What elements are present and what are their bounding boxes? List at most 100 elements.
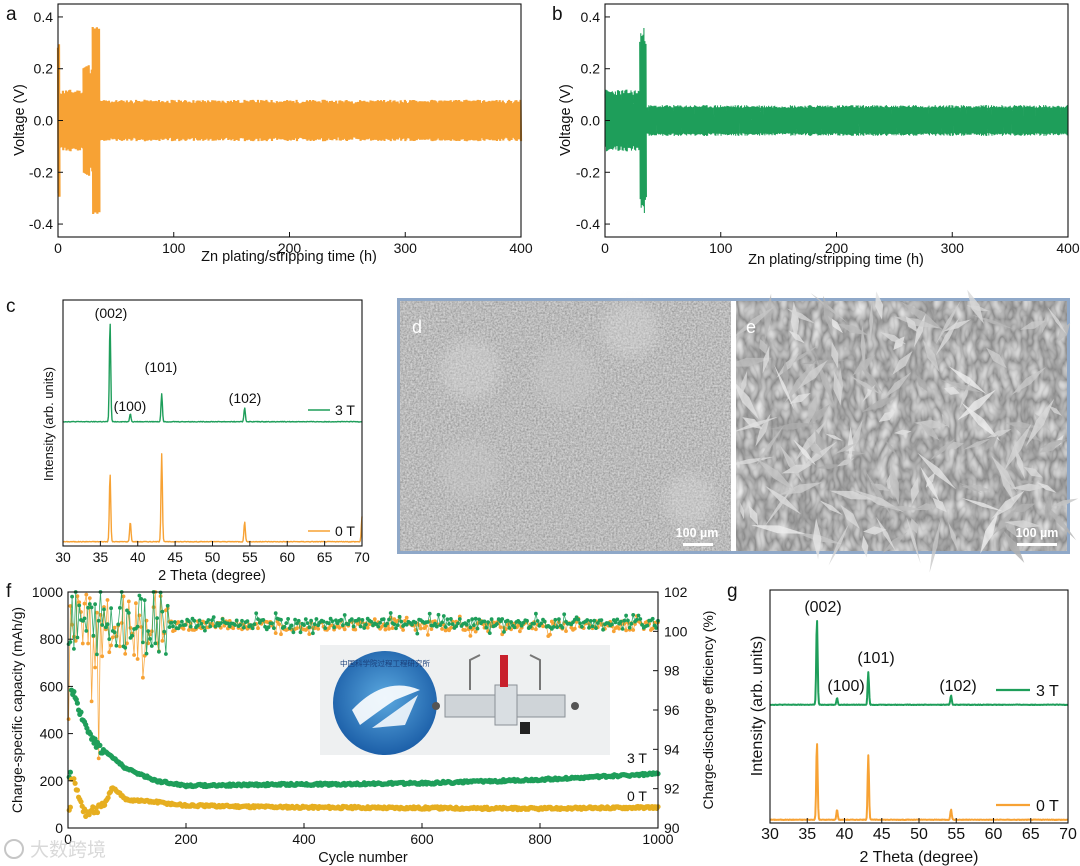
sem-flake — [941, 413, 950, 428]
ticks-g: 30 35 40 45 50 55 60 65 70 — [761, 818, 1077, 843]
y-left-tick-label: 600 — [40, 678, 64, 694]
x-tick-label: 40 — [130, 549, 146, 565]
sem-flake — [815, 464, 844, 469]
sem-flake — [823, 295, 833, 335]
y-tick-label: 0.2 — [34, 61, 54, 77]
x-tick-label: 400 — [292, 831, 316, 847]
y-tick-label: -0.4 — [576, 216, 600, 232]
sem-flake — [808, 394, 816, 425]
sem-flake — [784, 360, 816, 404]
y-right-tick-label: 96 — [664, 702, 680, 718]
plot-g-area — [769, 620, 1069, 821]
sem-flake — [910, 518, 918, 534]
inset-photo: 中国科学院过程工程研究所 — [320, 645, 610, 755]
sem-flake — [941, 380, 983, 393]
sem-flake — [1036, 482, 1057, 493]
sem-label-e: e — [746, 317, 756, 337]
panel-f-cycling: f 中国科学院过程工程研究所 0 200 400 600 800 1000 0 200 400 6… — [6, 581, 716, 866]
sem-flake — [852, 354, 876, 376]
sem-flake — [1014, 446, 1025, 479]
sem-flake — [759, 339, 768, 355]
y-tick-label: 0.2 — [581, 61, 601, 77]
sem-flake — [861, 395, 899, 413]
g-legend-0t: 0 T — [1036, 798, 1059, 815]
sem-flake — [917, 503, 936, 511]
sem-flake — [878, 411, 896, 422]
sem-flake — [870, 483, 890, 492]
sem-flake — [764, 293, 772, 341]
sem-flake — [986, 429, 1012, 438]
sem-flake — [991, 455, 1018, 492]
scale-bar-d — [683, 543, 713, 546]
plot-a-area — [56, 26, 523, 215]
sem-divider — [731, 301, 736, 551]
sem-flake — [882, 532, 908, 553]
axes-frame-c — [62, 299, 363, 547]
sem-flake — [905, 315, 918, 333]
capacity-point — [67, 804, 73, 810]
sem-flake — [948, 521, 959, 552]
scale-text-d: 100 µm — [676, 526, 719, 540]
sem-flake — [861, 535, 869, 558]
sem-flake — [812, 518, 822, 560]
x-tick-label: 60 — [279, 549, 295, 565]
x-tick-label: 40 — [836, 826, 854, 843]
f-label-0t: 0 T — [627, 788, 647, 804]
sem-flake — [1056, 322, 1071, 343]
y-right-tick-label: 90 — [664, 820, 680, 836]
plot-c-area — [62, 323, 363, 543]
ylabel-f-left: Charge-specific capacity (mAh/g) — [9, 607, 25, 813]
x-tick-label: 100 — [709, 240, 733, 256]
xlabel-c: 2 Theta (degree) — [158, 568, 266, 584]
sem-flake — [1047, 307, 1067, 335]
sem-flake — [890, 462, 899, 505]
ylabel-c: Intensity (arb. units) — [41, 367, 56, 481]
y-tick-label: 0.4 — [34, 9, 54, 25]
sem-flake — [915, 374, 928, 392]
xrd-trace-0t — [769, 743, 1069, 821]
efficiency-line — [68, 591, 659, 655]
sem-flake — [920, 422, 940, 441]
y-right-tick-label: 94 — [664, 741, 680, 757]
y-tick-label: -0.2 — [576, 164, 600, 180]
sem-flake — [1038, 440, 1064, 453]
sem-flake — [957, 389, 997, 421]
sem-flake — [893, 429, 912, 435]
g-label-101: (101) — [857, 650, 894, 667]
sem-flake — [875, 291, 884, 320]
ticks-b: 0 100 200 300 400 -0.4 -0.2 0.0 0.2 0.4 — [576, 9, 1080, 256]
y-left-tick-label: 800 — [40, 631, 64, 647]
x-tick-label: 70 — [1059, 826, 1077, 843]
y-right-tick-label: 92 — [664, 781, 680, 797]
panel-sem-images: d e 100 µm 100 µm — [397, 289, 1079, 573]
sem-flake — [1010, 483, 1048, 492]
sem-flake — [810, 292, 848, 324]
ticks-c: 30 35 40 45 50 55 60 65 70 — [55, 541, 370, 565]
sem-flake — [742, 417, 763, 430]
y-left-tick-label: 1000 — [32, 584, 63, 600]
sem-flake — [1050, 498, 1079, 507]
axes-frame-g — [769, 589, 1069, 824]
capacity-points-3t — [66, 687, 661, 790]
capacity-point — [74, 787, 80, 793]
sem-flake — [967, 289, 984, 324]
sem-flake — [986, 347, 1007, 369]
sem-flake — [732, 380, 759, 420]
sem-flake — [859, 364, 884, 394]
sem-flake — [780, 445, 803, 483]
c-label-002: (002) — [95, 305, 128, 321]
g-label-100: (100) — [827, 678, 864, 695]
x-tick-label: 600 — [410, 831, 434, 847]
sem-flake — [1025, 398, 1055, 447]
sem-flake — [740, 502, 745, 520]
sem-flake — [798, 441, 838, 472]
capacity-point — [105, 795, 111, 801]
sem-flake — [1010, 503, 1036, 513]
panel-g-xrd-large: g 30 35 40 45 50 55 60 65 70 (002) (100) (101) (… — [727, 581, 1077, 866]
x-tick-label: 45 — [167, 549, 183, 565]
x-tick-label: 60 — [985, 826, 1003, 843]
sem-flake — [778, 482, 823, 495]
sem-flake — [945, 441, 964, 450]
capacity-point — [67, 769, 73, 775]
x-tick-label: 0 — [64, 831, 72, 847]
